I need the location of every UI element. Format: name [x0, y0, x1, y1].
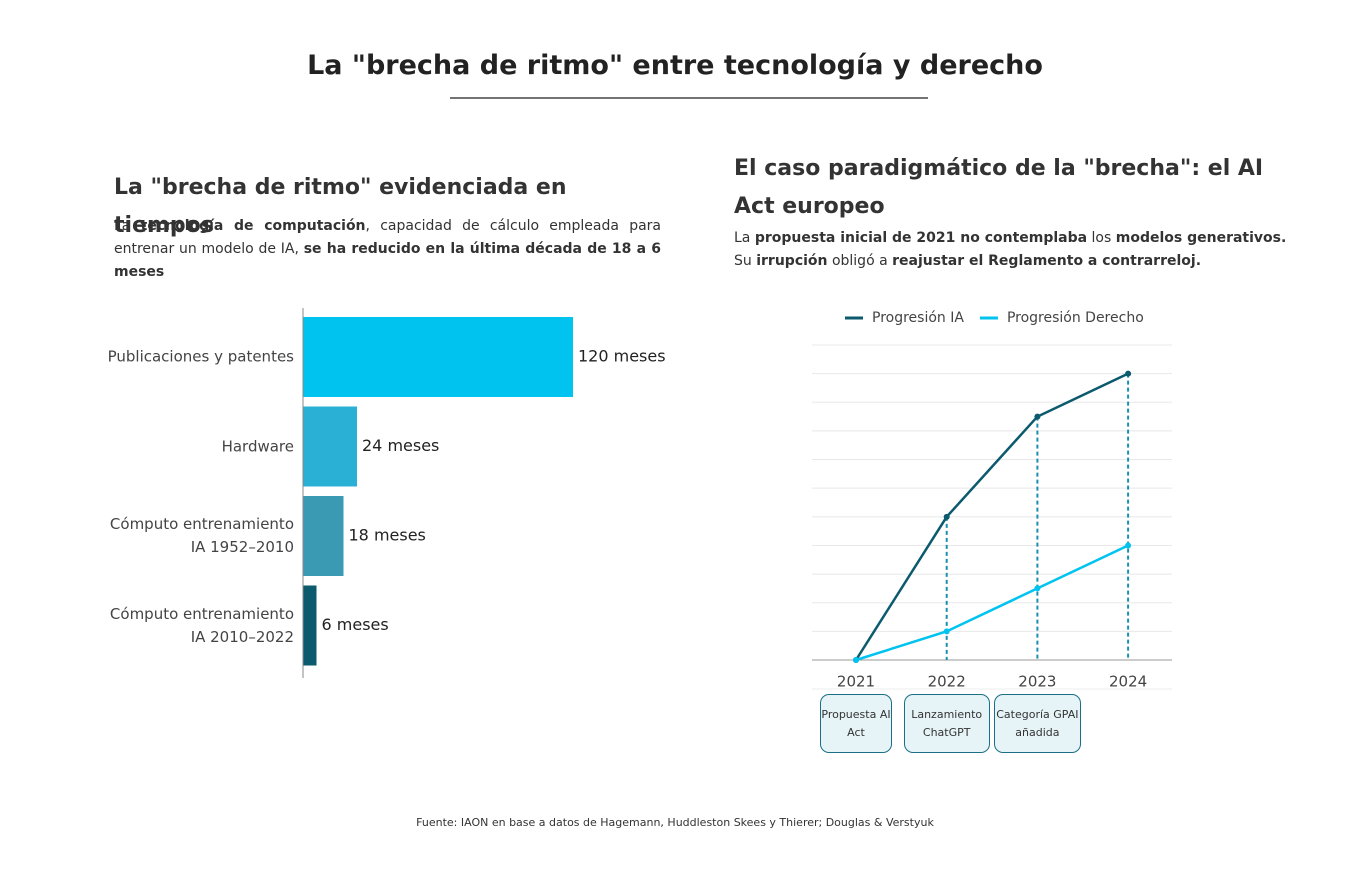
x-tick-label: 2024 — [1109, 673, 1147, 691]
series-line — [855, 544, 1129, 662]
description-segment: , capacidad de cálculo empleada para ent… — [114, 218, 661, 257]
bar — [303, 406, 357, 487]
value-label: 6 meses — [322, 615, 389, 634]
x-tick-label: 2021 — [837, 673, 875, 691]
line-chart-description: La propuesta inicial de 2021 no contempl… — [734, 227, 1294, 273]
bar — [303, 585, 317, 666]
annotation: Lanzamiento ChatGPT — [903, 694, 990, 753]
x-tick-label: 2023 — [1018, 673, 1056, 691]
bar — [303, 317, 573, 397]
annotation: Categoría GPAI añadida — [993, 694, 1081, 753]
point — [943, 628, 950, 635]
description-segment: tecnología de computación — [140, 218, 366, 234]
annotation: Propuesta AI Act — [820, 694, 892, 753]
description-segment: La — [734, 230, 755, 246]
legend-label: Progresión IA — [872, 310, 964, 326]
series-line — [854, 372, 1129, 661]
line-chart-title: El caso paradigmático de la "brecha": el… — [734, 156, 1264, 219]
page-title: La "brecha de ritmo" entre tecnología y … — [307, 50, 1043, 81]
source: Fuente: IAON en base a datos de Hagemann… — [416, 816, 934, 829]
point — [1125, 370, 1132, 377]
description-segment: Su — [734, 253, 757, 269]
point — [853, 657, 859, 663]
category-label: Cómputo entrenamiento IA 2010–2022 — [109, 604, 294, 646]
x-tick-label: 2022 — [928, 673, 966, 691]
description-segment: reajustar el Reglamento a contrarreloj. — [892, 253, 1202, 269]
point — [1125, 542, 1132, 549]
point — [943, 513, 950, 520]
value-label: 120 meses — [578, 347, 666, 366]
description-segment: propuesta inicial de 2021 no contemplaba — [754, 230, 1088, 246]
bar-chart-description: La tecnología de computación, capacidad … — [114, 215, 661, 284]
description-segment: obligó a — [827, 253, 893, 269]
value-label: 24 meses — [362, 436, 439, 455]
description-segment: modelos generativos. — [1115, 230, 1287, 246]
description-segment: los — [1087, 230, 1116, 246]
category-label: Cómputo entrenamiento IA 1952–2010 — [109, 515, 294, 556]
point — [1034, 413, 1041, 420]
category-label: Publicaciones y patentes — [107, 347, 294, 366]
legend-label: Progresión Derecho — [1007, 310, 1144, 326]
description-segment: se ha reducido en la última década de 18… — [114, 241, 662, 280]
description-segment: irrupción — [756, 253, 828, 269]
category-label: Hardware — [221, 437, 294, 455]
point — [1034, 585, 1041, 592]
bar-chart-title: La "brecha de ritmo" evidenciada en tiem… — [114, 175, 567, 238]
bar — [303, 496, 344, 576]
description-segment: La — [114, 218, 141, 234]
value-label: 18 meses — [349, 526, 426, 545]
